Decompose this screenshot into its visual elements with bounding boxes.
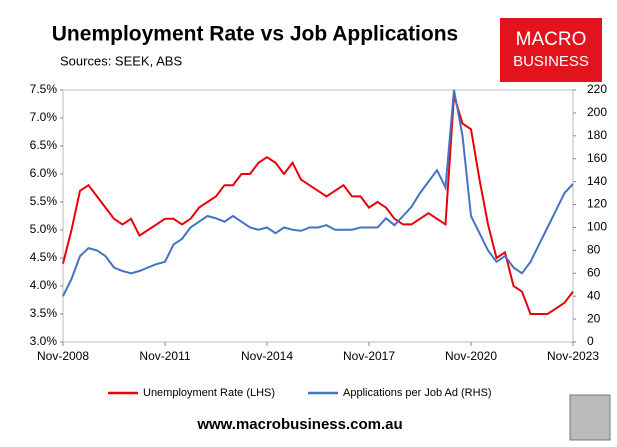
chart-subtitle: Sources: SEEK, ABS xyxy=(60,53,182,68)
series-line xyxy=(62,95,574,315)
x-tick-label: Nov-2008 xyxy=(37,349,89,363)
y-tick-label: 4.0% xyxy=(30,278,58,292)
y2-tick-label: 40 xyxy=(587,288,601,302)
plot-frame xyxy=(62,89,574,343)
y-tick-label: 5.5% xyxy=(30,194,58,208)
y2-tick-label: 120 xyxy=(587,197,607,211)
x-tick-label: Nov-2023 xyxy=(547,349,599,363)
wolf-icon xyxy=(569,394,611,441)
y-tick-label: 3.5% xyxy=(30,306,58,320)
y2-tick-label: 60 xyxy=(587,265,601,279)
logo-text: BUSINESS xyxy=(513,53,589,70)
x-tick-label: Nov-2017 xyxy=(343,349,395,363)
y2-tick-label: 160 xyxy=(587,151,607,165)
y2-tick-label: 200 xyxy=(587,105,607,119)
y2-tick-label: 80 xyxy=(587,243,601,257)
y2-tick-label: 0 xyxy=(587,334,594,348)
y-tick-label: 7.0% xyxy=(30,110,58,124)
y-tick-label: 4.5% xyxy=(30,250,58,264)
legend-label: Applications per Job Ad (RHS) xyxy=(343,387,492,399)
y2-tick-label: 100 xyxy=(587,220,607,234)
y-tick-label: 7.5% xyxy=(30,82,58,96)
logo-text: MACRO xyxy=(516,29,587,50)
x-tick-label: Nov-2014 xyxy=(241,349,293,363)
y-tick-label: 5.0% xyxy=(30,222,58,236)
legend-label: Unemployment Rate (LHS) xyxy=(143,387,275,399)
y-tick-label: 3.0% xyxy=(30,334,58,348)
y2-tick-label: 220 xyxy=(587,82,607,96)
series-line xyxy=(62,89,574,297)
y-tick-label: 6.0% xyxy=(30,166,58,180)
y2-tick-label: 20 xyxy=(587,311,601,325)
chart-title: Unemployment Rate vs Job Applications xyxy=(52,23,458,46)
y2-tick-label: 140 xyxy=(587,174,607,188)
x-tick-label: Nov-2011 xyxy=(139,349,190,363)
x-tick-label: Nov-2020 xyxy=(445,349,497,363)
y2-tick-label: 180 xyxy=(587,128,607,142)
y-tick-label: 6.5% xyxy=(30,138,58,152)
logo-box xyxy=(500,18,602,82)
website: www.macrobusiness.com.au xyxy=(196,416,402,433)
